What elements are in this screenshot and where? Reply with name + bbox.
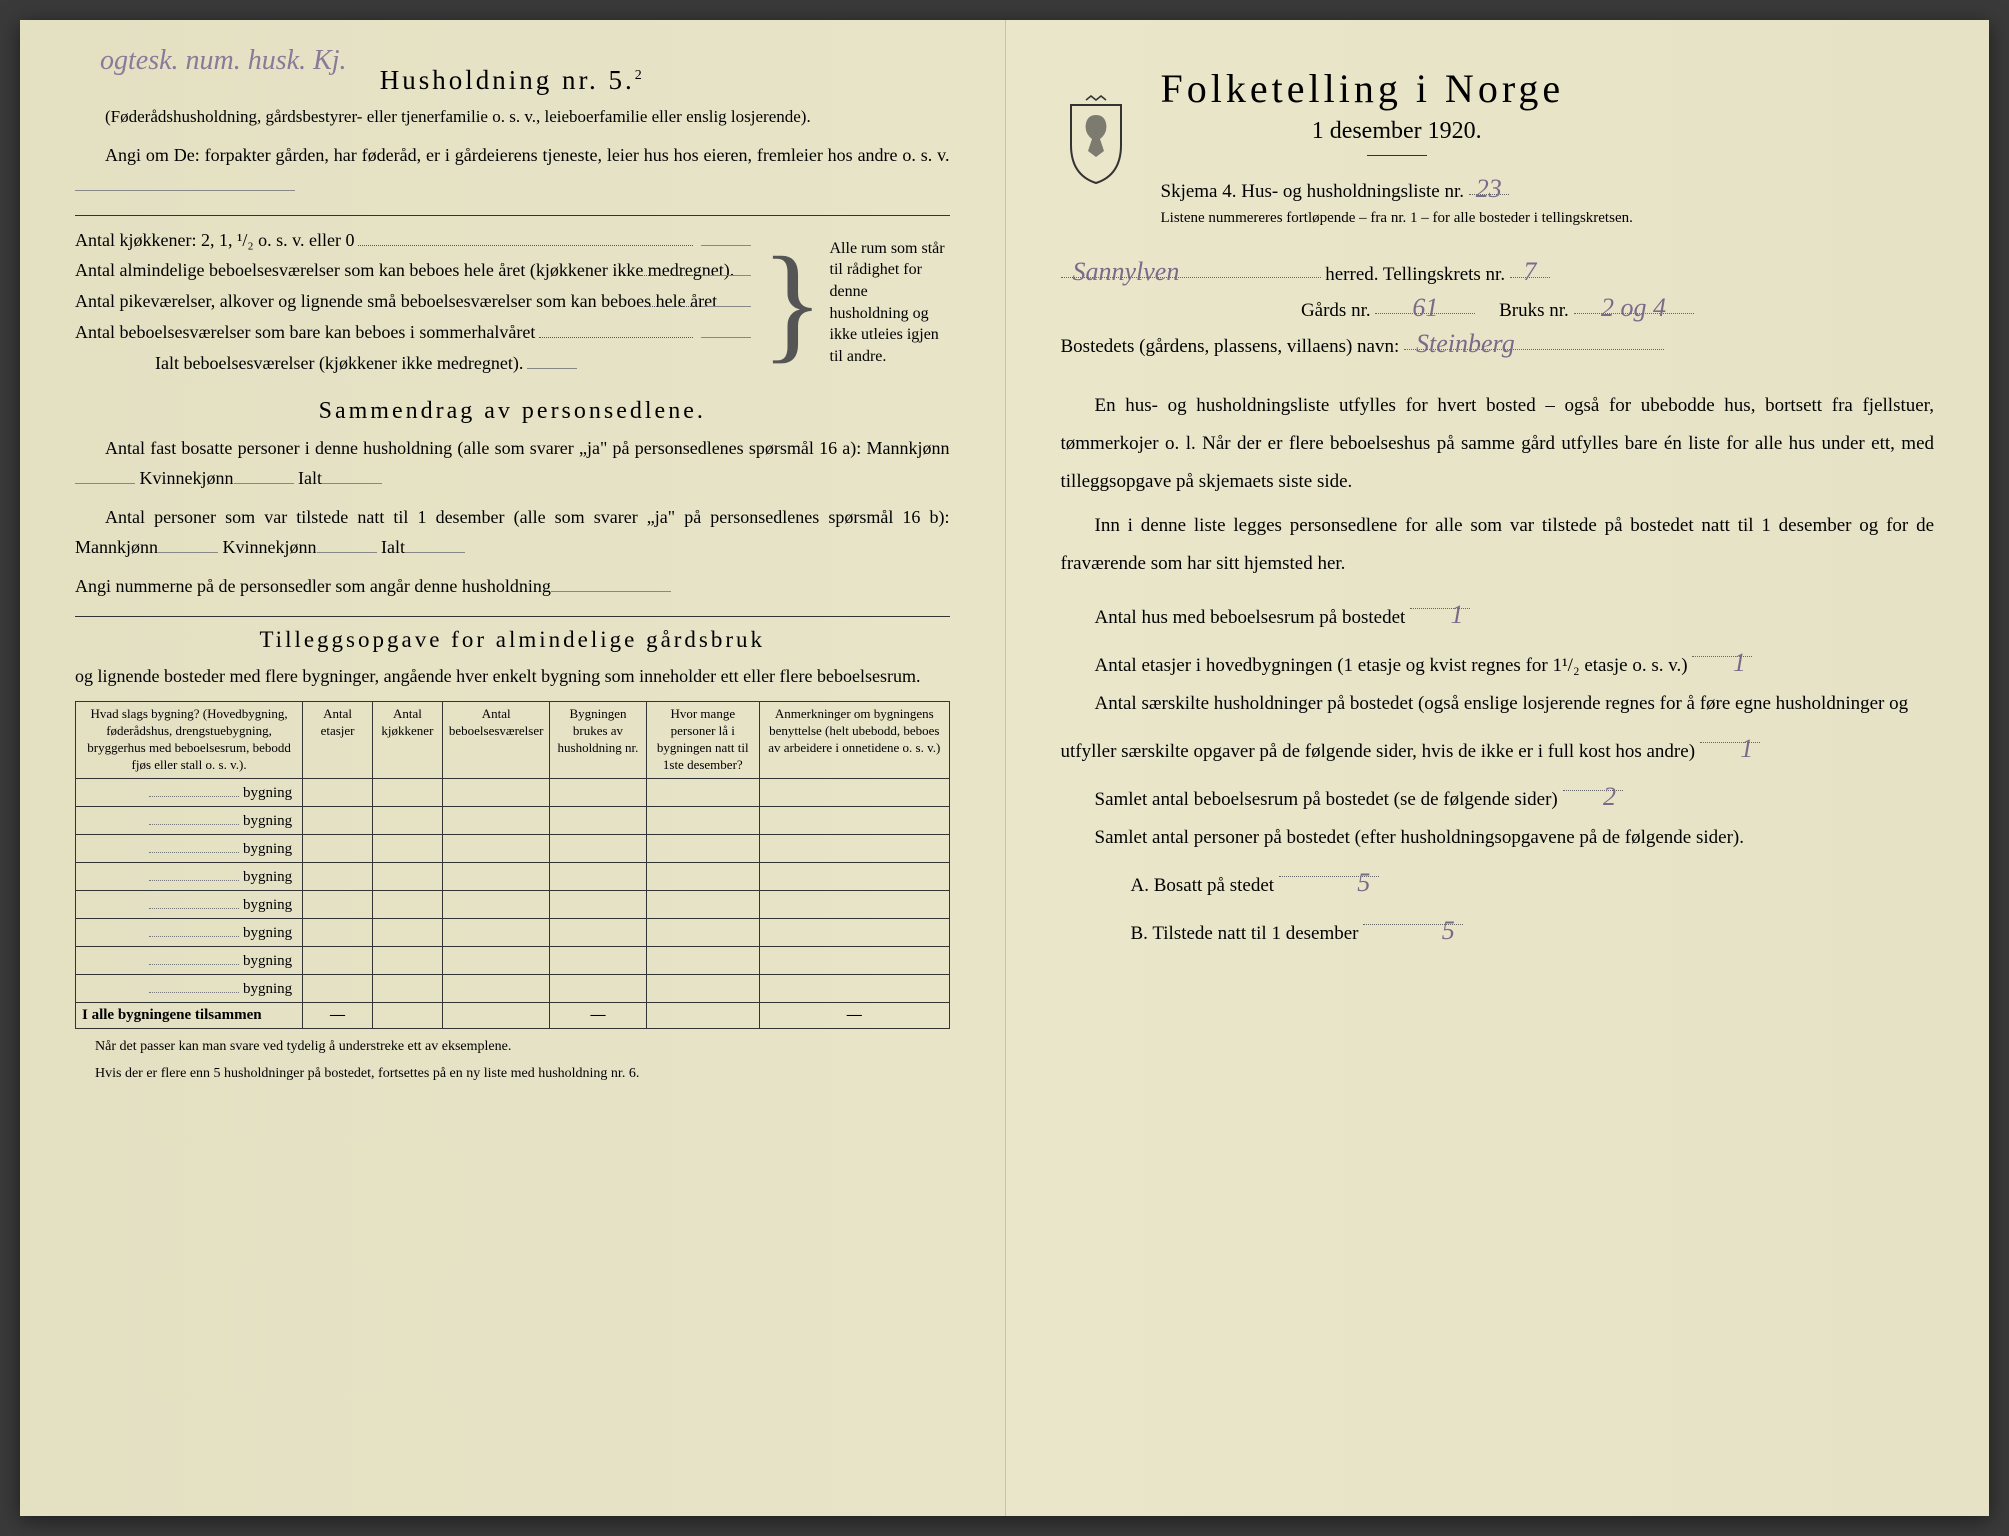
header-block: Folketelling i Norge 1 desember 1920. Sk… xyxy=(1061,65,1935,245)
resident-value: 5 xyxy=(1279,857,1379,877)
households-value: 1 xyxy=(1700,723,1760,743)
household-subtitle-1: (Føderådshusholdning, gårdsbestyrer- ell… xyxy=(75,104,950,130)
census-date: 1 desember 1920. xyxy=(1161,118,1633,145)
table-row: bygning xyxy=(76,974,950,1002)
houses-value: 1 xyxy=(1410,589,1470,609)
left-page: ogtesk. num. husk. Kj. Husholdning nr. 5… xyxy=(20,20,1005,1516)
gards-line: Gårds nr. 61 Bruks nr. 2 og 4 xyxy=(1061,293,1935,329)
room-total-line: Ialt beboelsesværelser (kjøkkener ikke m… xyxy=(75,349,755,378)
page-title: Folketelling i Norge xyxy=(1161,65,1633,112)
krets-value: 7 xyxy=(1510,260,1550,278)
brace-icon: } xyxy=(755,238,829,368)
herred-line: Sannylven herred. Tellingskrets nr. 7 xyxy=(1061,257,1935,293)
instruction-p2: Inn i denne liste legges personsedlene f… xyxy=(1061,507,1935,583)
herred-value: Sannylven xyxy=(1061,260,1321,278)
table-row: bygning xyxy=(76,778,950,806)
th-persons: Hvor mange personer lå i bygningen natt … xyxy=(646,702,760,779)
households-line: Antal særskilte husholdninger på bostede… xyxy=(1061,685,1935,771)
coat-of-arms-icon xyxy=(1061,95,1131,185)
total-rooms-value: 2 xyxy=(1563,771,1623,791)
title-rule xyxy=(1367,155,1427,156)
bracket-caption: Alle rum som står til rådighet for denne… xyxy=(830,238,950,368)
room-line-2: Antal pikeværelser, alkover og lignende … xyxy=(75,287,755,316)
supplement-title: Tilleggsopgave for almindelige gårdsbruk xyxy=(75,627,950,653)
kitchen-count-line: Antal kjøkkener: 2, 1, ¹/₂ o. s. v. elle… xyxy=(75,226,755,255)
room-line-3: Antal beboelsesværelser som bare kan beb… xyxy=(75,318,755,347)
present-line: B. Tilstede natt til 1 desember 5 xyxy=(1061,905,1935,953)
footnote-1: Når det passer kan man svare ved tydelig… xyxy=(75,1037,950,1057)
rooms-block: Antal kjøkkener: 2, 1, ¹/₂ o. s. v. elle… xyxy=(75,226,950,380)
divider-2 xyxy=(75,616,950,617)
table-row: bygning xyxy=(76,918,950,946)
th-floors: Antal etasjer xyxy=(303,702,373,779)
household-subtitle-2: Angi om De: forpakter gården, har føderå… xyxy=(75,140,950,201)
floors-value: 1 xyxy=(1692,637,1752,657)
handwritten-annotation: ogtesk. num. husk. Kj. xyxy=(100,45,347,77)
room-line-1: Antal almindelige beboelsesværelser som … xyxy=(75,256,755,285)
resident-line: A. Bosatt på stedet 5 xyxy=(1061,857,1935,905)
summary-title: Sammendrag av personsedlene. xyxy=(75,398,950,425)
table-row: bygning xyxy=(76,834,950,862)
th-remarks: Anmerkninger om bygningens benyttelse (h… xyxy=(760,702,949,779)
present-value: 5 xyxy=(1363,905,1463,925)
table-total-row: I alle bygningene tilsammen ——— xyxy=(76,1002,950,1028)
instruction-p1: En hus- og husholdningsliste utfylles fo… xyxy=(1061,387,1935,501)
bosted-value: Steinberg xyxy=(1404,332,1664,350)
document-spread: ogtesk. num. husk. Kj. Husholdning nr. 5… xyxy=(20,20,1989,1516)
table-row: bygning xyxy=(76,890,950,918)
summary-line-3: Angi nummerne på de personsedler som ang… xyxy=(75,571,950,602)
summary-line-1: Antal fast bosatte personer i denne hush… xyxy=(75,433,950,494)
th-type: Hvad slags bygning? (Hovedbygning, føder… xyxy=(76,702,303,779)
houses-line: Antal hus med beboelsesrum på bostedet 1 xyxy=(1061,589,1935,637)
th-kitchens: Antal kjøkkener xyxy=(372,702,442,779)
bruks-value: 2 og 4 xyxy=(1574,296,1694,314)
gards-value: 61 xyxy=(1375,296,1475,314)
total-persons-line: Samlet antal personer på bostedet (efter… xyxy=(1061,819,1935,857)
divider xyxy=(75,215,950,216)
building-table: Hvad slags bygning? (Hovedbygning, føder… xyxy=(75,701,950,1029)
table-row: bygning xyxy=(76,946,950,974)
table-header-row: Hvad slags bygning? (Hovedbygning, føder… xyxy=(76,702,950,779)
summary-line-2: Antal personer som var tilstede natt til… xyxy=(75,502,950,563)
footnote-2: Hvis der er flere enn 5 husholdninger på… xyxy=(75,1064,950,1084)
list-number-value: 23 xyxy=(1469,177,1509,195)
supplement-sub: og lignende bosteder med flere bygninger… xyxy=(75,661,950,692)
total-label: I alle bygningene tilsammen xyxy=(76,1002,303,1028)
table-row: bygning xyxy=(76,806,950,834)
skjema-line: Skjema 4. Hus- og husholdningsliste nr. … xyxy=(1161,174,1633,210)
th-household: Bygningen brukes av husholdning nr. xyxy=(550,702,646,779)
th-rooms: Antal beboelsesværelser xyxy=(442,702,550,779)
listene-note: Listene nummereres fortløpende – fra nr.… xyxy=(1161,210,1633,227)
bosted-line: Bostedets (gårdens, plassens, villaens) … xyxy=(1061,329,1935,365)
total-rooms-line: Samlet antal beboelsesrum på bostedet (s… xyxy=(1061,771,1935,819)
right-page: Folketelling i Norge 1 desember 1920. Sk… xyxy=(1005,20,1990,1516)
table-row: bygning xyxy=(76,862,950,890)
floors-line: Antal etasjer i hovedbygningen (1 etasje… xyxy=(1061,637,1935,685)
